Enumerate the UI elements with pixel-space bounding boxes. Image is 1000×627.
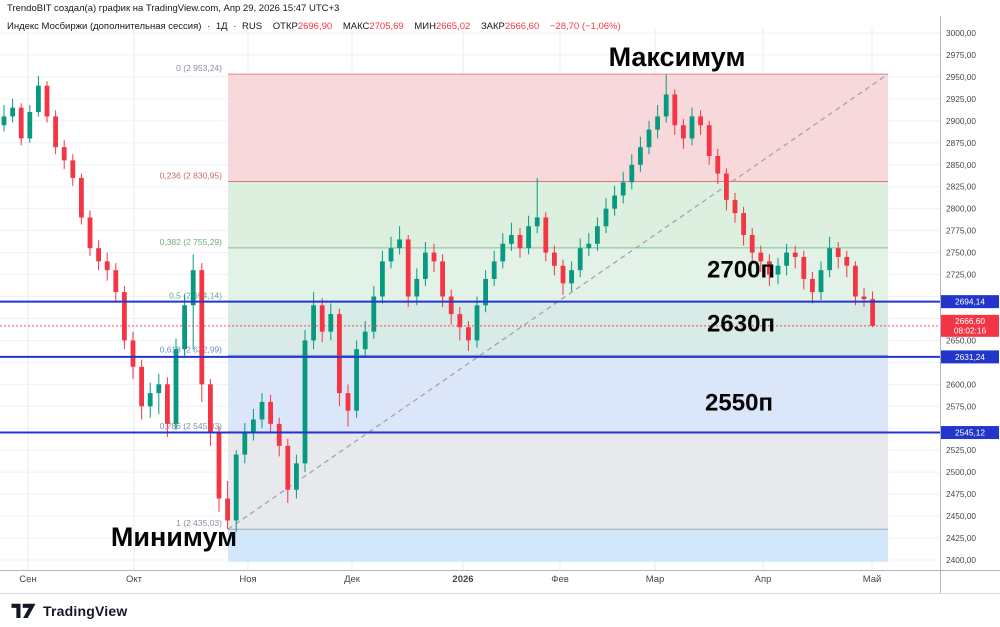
svg-text:Сен: Сен (19, 574, 36, 585)
annotations-layer: Максимум 2700п 2630п 2550п Минимум (111, 42, 775, 552)
svg-text:Окт: Окт (126, 574, 143, 585)
footer-bar: TradingView (0, 593, 1000, 627)
svg-text:2475,00: 2475,00 (946, 489, 976, 499)
symbol-title[interactable]: Индекс Мосбиржи (дополнительная сессия) (7, 21, 202, 32)
low-label: МИН (414, 21, 436, 32)
svg-text:Мар: Мар (646, 574, 665, 585)
svg-text:2850,00: 2850,00 (946, 160, 976, 170)
svg-text:2700п: 2700п (707, 257, 775, 284)
svg-text:2450,00: 2450,00 (946, 511, 976, 521)
interval-label[interactable]: 1Д (215, 21, 228, 32)
svg-text:3000,00: 3000,00 (946, 28, 976, 38)
close-value: 2666,60 (504, 21, 540, 32)
svg-text:2630п: 2630п (707, 311, 775, 338)
svg-text:Дек: Дек (344, 574, 361, 585)
svg-text:2575,00: 2575,00 (946, 401, 976, 411)
svg-text:2545,12: 2545,12 (955, 428, 985, 438)
svg-text:Фев: Фев (551, 574, 569, 585)
svg-text:Максимум: Максимум (609, 42, 746, 72)
svg-text:2666,60: 2666,60 (955, 316, 985, 326)
close-label: ЗАКР (480, 21, 505, 32)
svg-text:1 (2 435,03): 1 (2 435,03) (176, 518, 222, 528)
fib-retracement-zone: 0 (2 953,24) 0,236 (2 830,95) 0,382 (2 755… (160, 63, 889, 562)
attribution-text: TrendoBIT создал(а) график на TradingVie… (7, 3, 340, 14)
svg-text:0,236 (2 830,95): 0,236 (2 830,95) (160, 170, 223, 180)
svg-text:2875,00: 2875,00 (946, 138, 976, 148)
svg-text:2425,00: 2425,00 (946, 533, 976, 543)
svg-text:0,5 (2 694,14): 0,5 (2 694,14) (169, 291, 222, 301)
tradingview-brand-text[interactable]: TradingView (43, 602, 128, 619)
svg-text:2950,00: 2950,00 (946, 72, 976, 82)
svg-text:2550п: 2550п (705, 390, 773, 417)
high-value: 2705,69 (369, 21, 404, 32)
exchange-label: RUS (242, 21, 263, 32)
change-value: −28,70 (−1,06%) (549, 21, 621, 32)
svg-text:2631,24: 2631,24 (955, 352, 985, 362)
svg-text:Апр: Апр (755, 574, 772, 585)
svg-text:2400,00: 2400,00 (946, 555, 976, 565)
svg-text:0,382 (2 755,29): 0,382 (2 755,29) (160, 237, 223, 247)
svg-text:2694,14: 2694,14 (955, 297, 985, 307)
legend-separator: · (207, 21, 211, 32)
svg-text:08:02:16: 08:02:16 (954, 325, 987, 335)
svg-text:2750,00: 2750,00 (946, 248, 976, 258)
open-value: 2696,90 (297, 21, 333, 32)
low-value: 2665,02 (435, 21, 471, 32)
svg-text:2975,00: 2975,00 (946, 50, 976, 60)
attribution-bar: TrendoBIT создал(а) график на TradingVie… (0, 0, 1000, 16)
svg-text:Ноя: Ноя (239, 574, 256, 585)
candles-layer (1, 74, 875, 532)
svg-text:2925,00: 2925,00 (946, 94, 976, 104)
axes-layer[interactable]: 2400,00 2425,00 2450,00 2475,00 2500,00 2525,… (0, 16, 1000, 593)
svg-text:2600,00: 2600,00 (946, 379, 976, 389)
svg-text:Минимум: Минимум (111, 522, 237, 552)
tradingview-logo-icon[interactable] (10, 600, 37, 621)
high-label: МАКС (342, 21, 370, 32)
svg-text:0,786 (2 545,93): 0,786 (2 545,93) (160, 421, 223, 431)
svg-text:0,618 (2 632,99): 0,618 (2 632,99) (160, 344, 223, 354)
svg-text:2650,00: 2650,00 (946, 335, 976, 345)
svg-text:Май: Май (863, 574, 882, 585)
svg-text:2800,00: 2800,00 (946, 204, 976, 214)
svg-text:2026: 2026 (452, 574, 473, 585)
svg-text:0 (2 953,24): 0 (2 953,24) (176, 63, 222, 73)
svg-text:2725,00: 2725,00 (946, 270, 976, 280)
svg-text:2525,00: 2525,00 (946, 445, 976, 455)
symbol-legend[interactable]: Индекс Мосбиржи (дополнительная сессия) … (7, 21, 621, 32)
svg-text:2900,00: 2900,00 (946, 116, 976, 126)
svg-text:2775,00: 2775,00 (946, 226, 976, 236)
open-label: ОТКР (272, 21, 298, 32)
legend-separator: · (233, 21, 237, 32)
horizontal-rays-layer (0, 300, 940, 434)
svg-text:2500,00: 2500,00 (946, 467, 976, 477)
svg-text:2825,00: 2825,00 (946, 182, 976, 192)
